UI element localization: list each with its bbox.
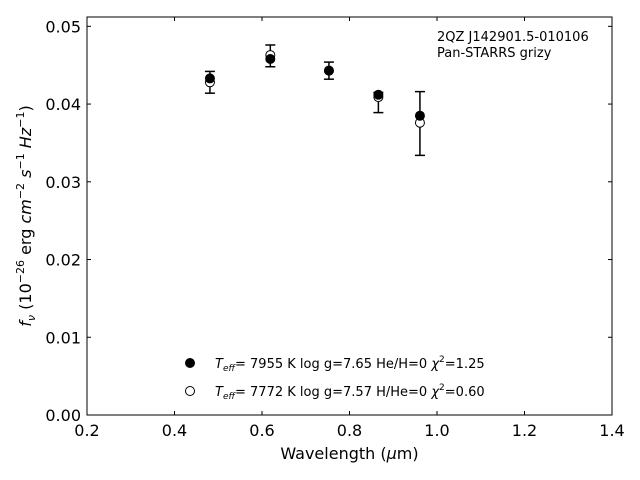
y-tick-label: 0.00 bbox=[45, 406, 81, 425]
x-axis-label: Wavelength (μm) bbox=[280, 444, 418, 463]
legend-1-logg: log g=7.65 bbox=[300, 357, 372, 372]
model-point-filled bbox=[414, 110, 425, 121]
x-tick-label: 0.8 bbox=[337, 421, 362, 440]
legend-1-chi2: =1.25 bbox=[445, 357, 485, 372]
x-tick-label: 0.4 bbox=[162, 421, 187, 440]
data-markers bbox=[204, 50, 425, 128]
legend-2-comp: H/He=0 bbox=[376, 385, 427, 400]
y-tick-label: 0.02 bbox=[45, 251, 81, 270]
legend-2-logg: log g=7.57 bbox=[300, 385, 372, 400]
x-tick-label: 1.0 bbox=[424, 421, 449, 440]
x-tick-label: 1.2 bbox=[512, 421, 537, 440]
x-tick-label: 0.2 bbox=[74, 421, 99, 440]
legend-2-chi2: =0.60 bbox=[445, 385, 485, 400]
legend-marker-open bbox=[185, 386, 195, 396]
model-point-filled bbox=[204, 73, 215, 84]
y-tick-label: 0.05 bbox=[45, 17, 81, 36]
x-tick-label: 1.4 bbox=[599, 421, 624, 440]
model-point-filled bbox=[265, 53, 276, 64]
axis-ticks: 0.2 0.4 0.6 0.8 1.0 1.2 1.4 0.00 0.01 0.02 0.03 0.0… bbox=[45, 17, 625, 440]
legend-entry-1: Teff= 7955 K log g=7.65 He/H=0 χ2=1.25 bbox=[215, 355, 485, 374]
annotation-survey: Pan-STARRS grizy bbox=[437, 46, 552, 61]
x-tick-label: 0.6 bbox=[249, 421, 274, 440]
y-tick-label: 0.03 bbox=[45, 173, 81, 192]
legend-entry-2: Teff= 7772 K log g=7.57 H/He=0 χ2=0.60 bbox=[215, 383, 485, 402]
legend-2-teff: 7772 K bbox=[250, 385, 296, 400]
y-tick-label: 0.01 bbox=[45, 328, 81, 347]
legend: Teff= 7955 K log g=7.65 He/H=0 χ2=1.25 T… bbox=[185, 355, 485, 402]
plot-frame bbox=[86, 16, 613, 416]
legend-1-teff: 7955 K bbox=[250, 357, 296, 372]
error-bars bbox=[204, 44, 425, 157]
annotation-object-name: 2QZ J142901.5-010106 bbox=[437, 30, 589, 45]
y-tick-label: 0.04 bbox=[45, 95, 81, 114]
legend-marker-filled bbox=[185, 358, 195, 368]
model-point-filled bbox=[373, 89, 384, 100]
legend-1-comp: He/H=0 bbox=[376, 357, 427, 372]
y-axis-label: fν (10−26 erg cm−2 s−1 Hz−1) bbox=[14, 105, 38, 326]
model-point-filled bbox=[323, 65, 334, 76]
